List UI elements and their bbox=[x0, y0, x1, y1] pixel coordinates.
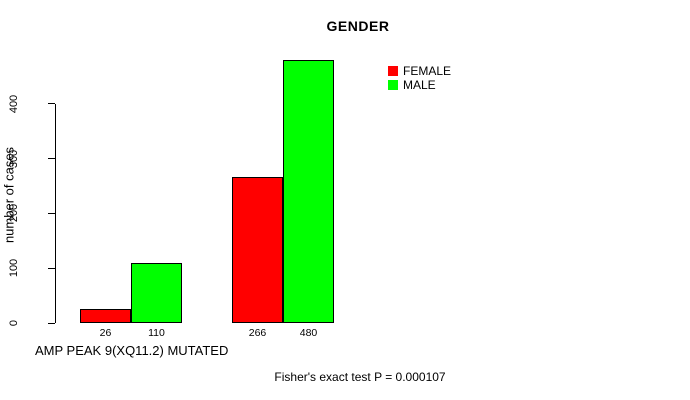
y-tick-mark bbox=[48, 322, 55, 324]
legend: FEMALE MALE bbox=[388, 64, 451, 92]
legend-swatch-male bbox=[388, 80, 398, 90]
y-tick-label: 100 bbox=[8, 259, 20, 278]
y-tick-mark bbox=[48, 267, 55, 269]
y-tick-mark bbox=[48, 158, 55, 160]
y-tick-label: 0 bbox=[8, 319, 20, 327]
y-tick-label: 300 bbox=[8, 149, 20, 168]
y-axis-line bbox=[55, 103, 56, 323]
bar-male-group2 bbox=[283, 60, 334, 323]
legend-swatch-female bbox=[388, 66, 398, 76]
bar-value-label: 480 bbox=[299, 327, 318, 339]
chart-title: GENDER bbox=[326, 18, 390, 34]
bar-value-label: 26 bbox=[99, 327, 112, 339]
legend-label-female: FEMALE bbox=[403, 64, 452, 78]
bar-value-label: 110 bbox=[148, 327, 165, 339]
y-tick-mark bbox=[48, 212, 55, 214]
fisher-test-note: Fisher's exact test P = 0.000107 bbox=[274, 370, 446, 384]
y-tick-label: 400 bbox=[8, 94, 20, 114]
y-tick-label: 200 bbox=[8, 204, 20, 223]
legend-item-female: FEMALE bbox=[388, 64, 451, 78]
legend-label-male: MALE bbox=[403, 78, 436, 92]
legend-item-male: MALE bbox=[388, 78, 451, 92]
bar-female-group1 bbox=[80, 308, 131, 323]
y-tick-mark bbox=[48, 103, 55, 105]
bar-value-label: 266 bbox=[248, 327, 267, 339]
x-axis-label: AMP PEAK 9(XQ11.2) MUTATED bbox=[35, 343, 229, 358]
bar-female-group2 bbox=[232, 177, 283, 323]
bar-male-group1 bbox=[131, 262, 182, 323]
